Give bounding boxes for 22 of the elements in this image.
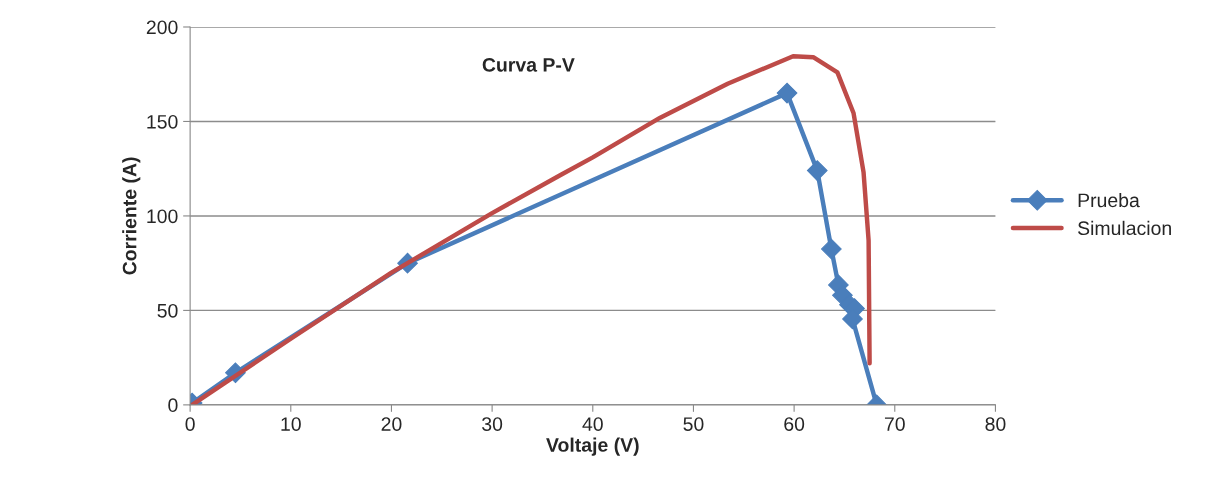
x-tick-label: 40 [582, 417, 603, 431]
legend-label: Prueba [1078, 192, 1140, 208]
x-tick-label: 60 [784, 417, 805, 431]
x-tick-label: 10 [281, 417, 301, 431]
y-tick-label: 150 [147, 114, 178, 129]
x-axis-title: Voltaje (V) [546, 437, 639, 456]
y-axis-title: Corriente (A) [122, 157, 141, 275]
x-tick-label: 80 [985, 417, 1006, 431]
y-tick-label: 200 [146, 20, 178, 35]
x-tick-label: 70 [884, 417, 905, 431]
point [821, 238, 842, 260]
x-tick-label: 0 [185, 417, 195, 431]
point [806, 160, 828, 181]
point [776, 82, 798, 104]
x-tick-label: 20 [381, 417, 402, 431]
x-tick-label: 50 [683, 417, 704, 431]
y-tick-label: 50 [157, 303, 178, 318]
legend-label: Simulacion [1077, 220, 1171, 236]
y-tick-label: 100 [147, 209, 178, 224]
text: Curva P-V [482, 57, 575, 72]
x-tick-label: 30 [482, 417, 503, 431]
y-tick-label: 0 [168, 398, 178, 413]
